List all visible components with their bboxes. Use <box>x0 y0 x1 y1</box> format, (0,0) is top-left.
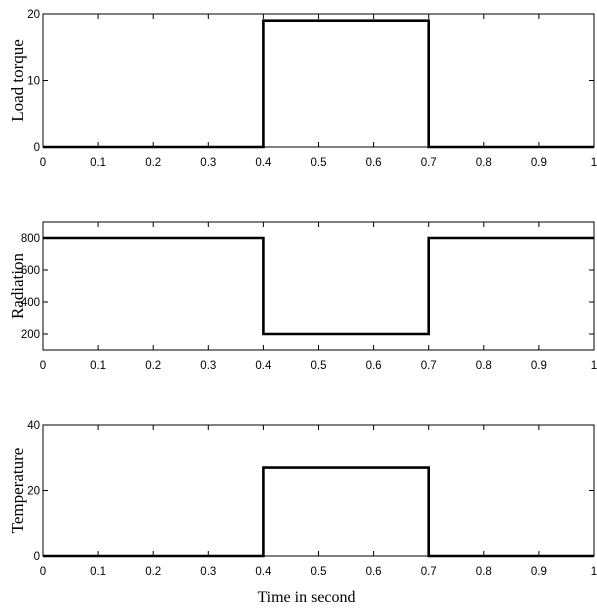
plot-frame <box>42 424 595 557</box>
x-tick-label: 0 <box>40 157 46 169</box>
x-tick-label: 0.7 <box>421 157 437 169</box>
plot-frame <box>42 221 595 351</box>
y-tick-label: 40 <box>27 420 40 432</box>
y-tick-label: 200 <box>21 329 40 341</box>
y-tick-label: 0 <box>34 551 40 563</box>
x-tick-label: 0.4 <box>255 360 272 372</box>
y-tick-label: 0 <box>34 142 40 154</box>
x-axis-label: Time in second <box>257 589 355 606</box>
x-tick-label: 1 <box>591 157 597 169</box>
x-tick-label: 0.6 <box>366 360 382 372</box>
x-tick-label: 0 <box>40 566 46 578</box>
x-tick-label: 0.5 <box>311 566 327 578</box>
x-tick-label: 0.8 <box>476 360 492 372</box>
x-tick-label: 0.9 <box>531 360 547 372</box>
x-tick-label: 0.2 <box>145 157 161 169</box>
x-tick-label: 0.1 <box>90 566 106 578</box>
x-tick-label: 0.1 <box>90 157 106 169</box>
x-tick-label: 0.5 <box>311 360 327 372</box>
series-line-1 <box>43 236 594 336</box>
chart-panel-2: 0 0.1 0.2 0.3 0.4 0.5 0.6 0.7 0.8 0.9 1 200 400 600 80… <box>8 221 597 372</box>
x-tick-label: 1 <box>591 360 597 372</box>
y-axis-label: Load torque <box>8 39 27 122</box>
x-tick-label: 0.6 <box>366 566 382 578</box>
x-tick-label: 0.8 <box>476 157 492 169</box>
x-tick-label: 0.3 <box>200 360 216 372</box>
x-tick-label: 0.2 <box>145 360 161 372</box>
x-tick-label: 0.4 <box>255 157 272 169</box>
x-tick-label: 0.1 <box>90 360 106 372</box>
x-tick-label: 1 <box>591 566 597 578</box>
x-tick-label: 0.8 <box>476 566 492 578</box>
x-tick-label: 0.7 <box>421 360 437 372</box>
x-tick-label: 0.3 <box>200 157 216 169</box>
x-tick-label: 0.6 <box>366 157 382 169</box>
y-tick-label: 20 <box>27 9 40 21</box>
x-tick-label: 0.4 <box>255 566 272 578</box>
x-tick-label: 0.9 <box>531 157 547 169</box>
plot-frame <box>42 13 595 148</box>
x-tick-label: 0.2 <box>145 566 161 578</box>
series-line-1 <box>43 466 594 558</box>
series-line-1 <box>43 19 594 149</box>
y-tick-label: 400 <box>21 297 40 309</box>
y-axis-label: Temperature <box>8 448 27 534</box>
x-tick-label: 0.5 <box>311 157 327 169</box>
chart-panel-3: 0 0.1 0.2 0.3 0.4 0.5 0.6 0.7 0.8 0.9 1 0 20 40 Temper… <box>8 420 597 606</box>
x-tick-label: 0.7 <box>421 566 437 578</box>
x-tick-label: 0 <box>40 360 46 372</box>
x-tick-label: 0.9 <box>531 566 547 578</box>
y-tick-label: 20 <box>27 486 40 498</box>
y-tick-label: 800 <box>21 233 40 245</box>
y-tick-label: 10 <box>27 76 40 88</box>
x-tick-label: 0.3 <box>200 566 216 578</box>
y-tick-label: 600 <box>21 265 40 277</box>
y-axis-label: Radiation <box>8 252 27 319</box>
